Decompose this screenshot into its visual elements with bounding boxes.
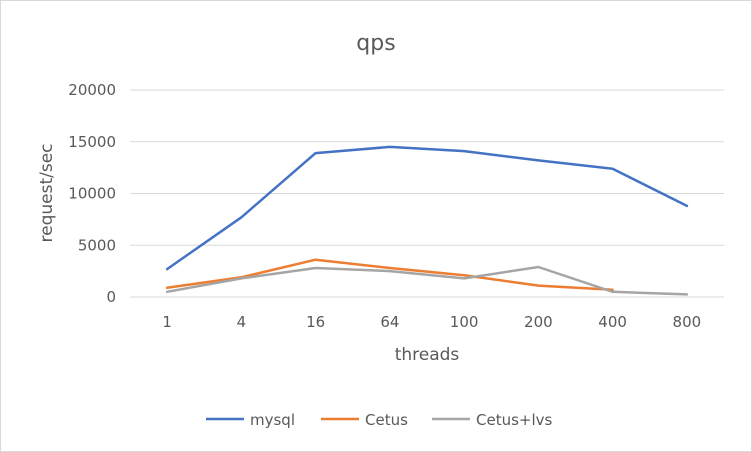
legend-label-cetus: Cetus (365, 411, 408, 429)
x-tick-label: 1 (162, 313, 172, 331)
y-tick-label: 15000 (68, 133, 116, 151)
x-tick-label: 200 (524, 313, 553, 331)
x-tick-label: 16 (306, 313, 325, 331)
y-tick-label: 10000 (68, 185, 116, 203)
x-tick-label: 100 (450, 313, 479, 331)
y-tick-label: 0 (106, 288, 116, 306)
legend: mysql Cetus Cetus+lvs (206, 411, 553, 429)
y-axis-label: request/sec (37, 143, 57, 242)
legend-label-mysql: mysql (250, 411, 295, 429)
gridlines (130, 89, 724, 298)
x-axis-label: threads (395, 345, 460, 365)
series-line-cetus (165, 258, 614, 292)
x-tick-label: 800 (673, 313, 702, 331)
y-tick-label: 20000 (68, 81, 116, 99)
legend-label-cetus-lvs: Cetus+lvs (476, 411, 553, 429)
y-tick-label: 5000 (78, 236, 116, 254)
x-tick-label: 4 (237, 313, 247, 331)
x-tick-label: 64 (380, 313, 399, 331)
series-lines (165, 145, 689, 296)
series-line-mysql (165, 145, 689, 271)
x-tick-labels: 1 4 16 64 100 200 400 800 (162, 313, 701, 331)
chart-title: qps (356, 31, 395, 56)
y-tick-labels: 0 5000 10000 15000 20000 (68, 81, 116, 306)
series-line-cetus-lvs (165, 265, 689, 296)
x-tick-label: 400 (598, 313, 627, 331)
